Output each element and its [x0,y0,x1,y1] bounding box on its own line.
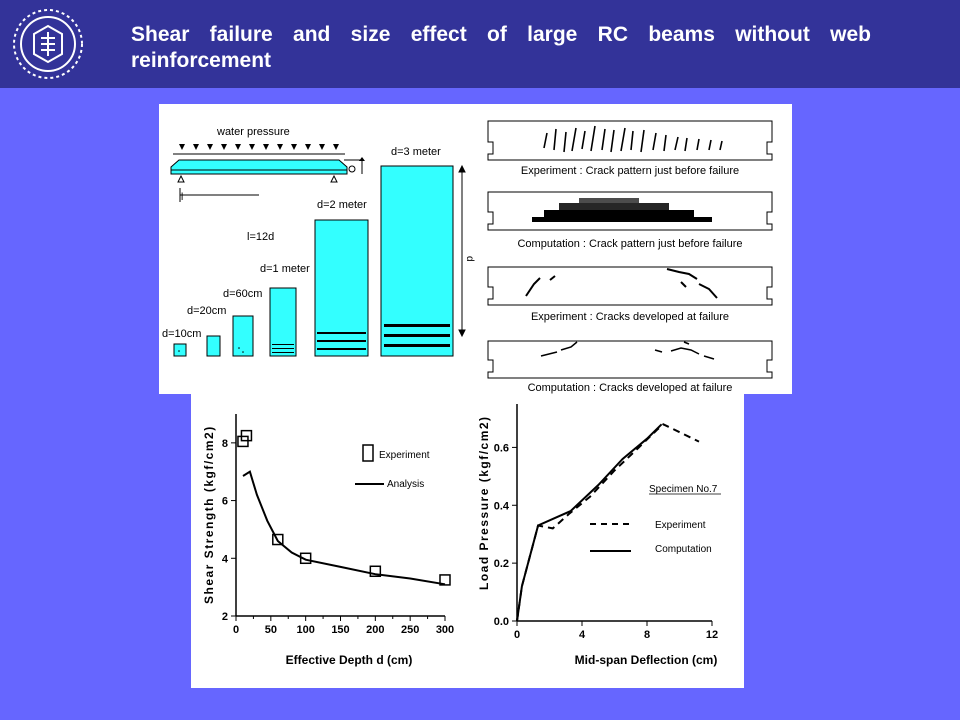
x-tick-label: 300 [436,624,454,636]
x-tick-label: 250 [401,624,419,636]
experiment-point [240,429,253,442]
depth-label-d1m: d=1 meter [260,263,310,275]
x-tick-label: 4 [579,629,586,641]
legend-experiment-label: Experiment [379,450,430,461]
university-crest-icon [13,9,83,79]
y-tick-label: 4 [222,553,229,565]
slide-header: Shear failure and size effect of large R… [0,0,960,88]
x-tick-label: 12 [706,629,718,641]
experiment-point [299,552,312,565]
span-ratio-label: l=12d [247,231,274,243]
crack-pattern-panels: Experiment : Crack pattern just before f… [487,120,773,394]
chart1-xlabel: Effective Depth d (cm) [286,653,413,667]
crack-pattern-3: Experiment : Cracks developed at failure [487,266,773,323]
depth-symbol: d [464,256,475,262]
y-tick-label: 8 [222,438,228,450]
x-tick-label: 200 [366,624,384,636]
experiment-point [369,565,382,578]
y-tick-label: 2 [222,611,228,623]
depth-dimension [458,164,466,338]
y-tick-label: 6 [222,496,228,508]
chart2-xlabel: Mid-span Deflection (cm) [575,653,718,667]
beam-d10 [173,343,187,357]
crack-caption-3: Experiment : Cracks developed at failure [531,311,729,323]
legend-c2-computation-label: Computation [655,544,712,555]
analysis-line [242,470,446,586]
chart2-legend: Experiment Computation [590,520,712,555]
legend-experiment-marker [362,444,374,462]
x-tick-label: 100 [296,624,314,636]
chart2-ylabel: Load Pressure (kgf/cm2) [477,415,491,590]
beam-d3m [380,165,454,357]
chart1-legend: Experiment Analysis [355,444,430,490]
experiment-point [237,435,249,448]
beam-schematic: water pressure l [170,126,365,203]
span-symbol: l [181,192,183,203]
y-tick-label: 0.4 [494,500,510,512]
beam-d2m [314,219,369,357]
depth-label-d60: d=60cm [223,288,262,300]
crack-pattern-2: Computation : Crack pattern just before … [487,191,773,250]
crack-caption-1: Experiment : Crack pattern just before f… [521,165,739,177]
experiment-point [439,574,451,586]
beam-elevation [170,159,348,175]
depth-label-d20: d=20cm [187,305,226,317]
y-tick-label: 0.6 [494,442,509,454]
x-tick-label: 150 [331,624,349,636]
y-tick-label: 0.2 [494,558,509,570]
crack-caption-4: Computation : Cracks developed at failur… [528,382,733,394]
chart1-ylabel: Shear Strength (kgf/cm2) [202,425,216,604]
beam-d60 [232,315,254,357]
load-arrows [179,144,339,150]
x-tick-label: 8 [644,629,650,641]
depth-label-d3m: d=3 meter [391,146,441,158]
load-deflection-chart: Load Pressure (kgf/cm2) Mid-span Deflect… [477,404,721,667]
crack-pattern-4: Computation : Cracks developed at failur… [487,340,773,394]
beam-d1m [269,287,297,357]
depth-label-d10: d=10cm [162,328,201,340]
beam-d20 [206,335,221,357]
depth-label-d2m: d=2 meter [317,199,367,211]
legend-c2-experiment-label: Experiment [655,520,706,531]
page-title: Shear failure and size effect of large R… [131,23,871,72]
legend-analysis-label: Analysis [387,479,424,490]
computation-line [516,423,663,622]
x-tick-label: 0 [514,629,520,641]
crack-pattern-1: Experiment : Crack pattern just before f… [487,120,773,177]
y-tick-label: 0.0 [494,616,509,628]
crack-caption-2: Computation : Crack pattern just before … [517,238,742,250]
x-tick-label: 50 [265,624,277,636]
chart2-annotation: Specimen No.7 [649,484,718,495]
beam-series: d=10cm d=20cm d=60cm d=1 meter l=12d d=2… [162,146,475,357]
x-tick-label: 0 [233,624,239,636]
beam-figure-panel: water pressure l [159,104,792,394]
shear-strength-chart: Shear Strength (kgf/cm2) Effective Depth… [202,414,454,667]
charts-panel: Shear Strength (kgf/cm2) Effective Depth… [191,394,744,688]
experiment-point [272,533,284,546]
load-label: water pressure [216,126,290,138]
